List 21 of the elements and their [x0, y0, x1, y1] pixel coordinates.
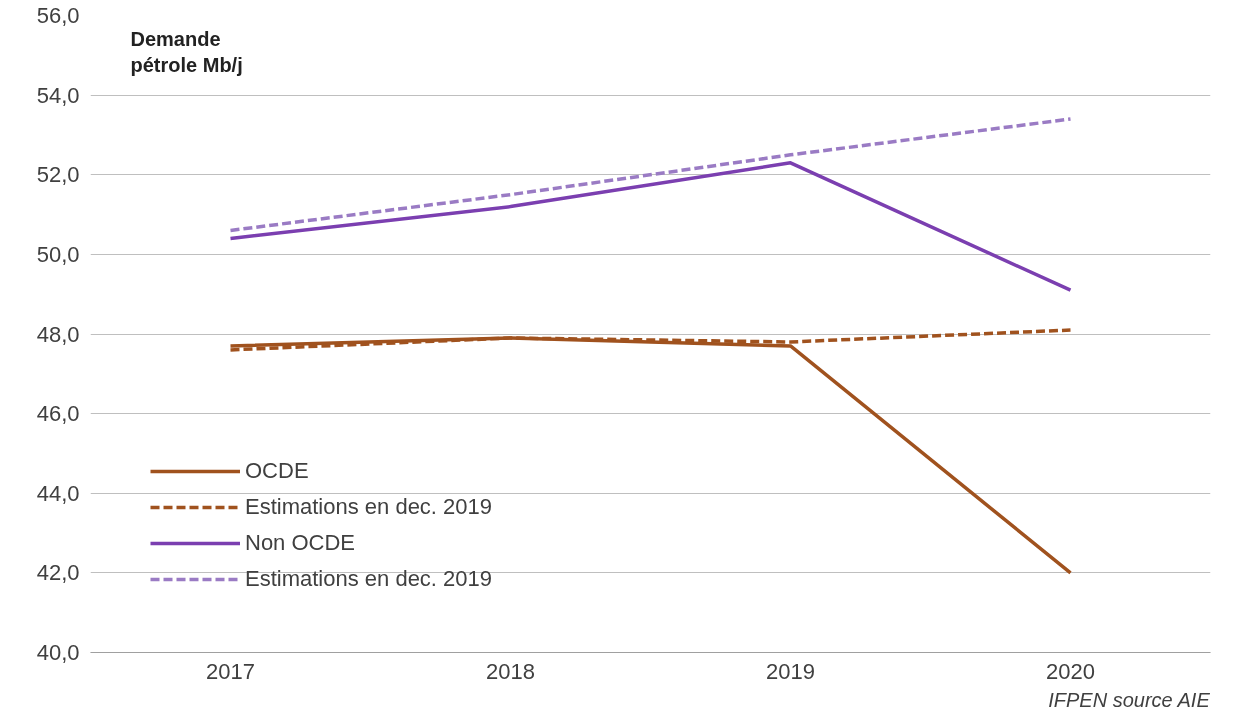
y-tick-label: 42,0 — [36, 560, 80, 586]
y-axis-title: Demande pétrole Mb/j — [130, 27, 243, 76]
y-tick-label: 50,0 — [36, 241, 80, 267]
x-tick-label: 2019 — [766, 658, 815, 684]
y-tick-label: 56,0 — [36, 3, 80, 28]
y-tick-label: 44,0 — [36, 480, 80, 506]
x-tick-label: 2017 — [206, 658, 255, 684]
legend-label: Estimations en dec. 2019 — [245, 494, 493, 520]
y-tick-label: 52,0 — [36, 162, 80, 188]
y-tick-label: 48,0 — [36, 321, 80, 347]
text: IFPEN source AIE — [1048, 688, 1211, 711]
y-tick-label: 40,0 — [36, 640, 80, 665]
line-series — [228, 161, 1073, 292]
x-tick-label: 2018 — [486, 658, 535, 684]
x-tick-label: 2020 — [1046, 658, 1095, 684]
line-series — [228, 117, 1073, 233]
legend-label: OCDE — [245, 458, 309, 484]
y-tick-label: 54,0 — [36, 82, 80, 108]
y-tick-label: 46,0 — [36, 401, 80, 427]
legend-label: Estimations en dec. 2019 — [245, 566, 493, 592]
legend-label: Non OCDE — [245, 530, 356, 556]
